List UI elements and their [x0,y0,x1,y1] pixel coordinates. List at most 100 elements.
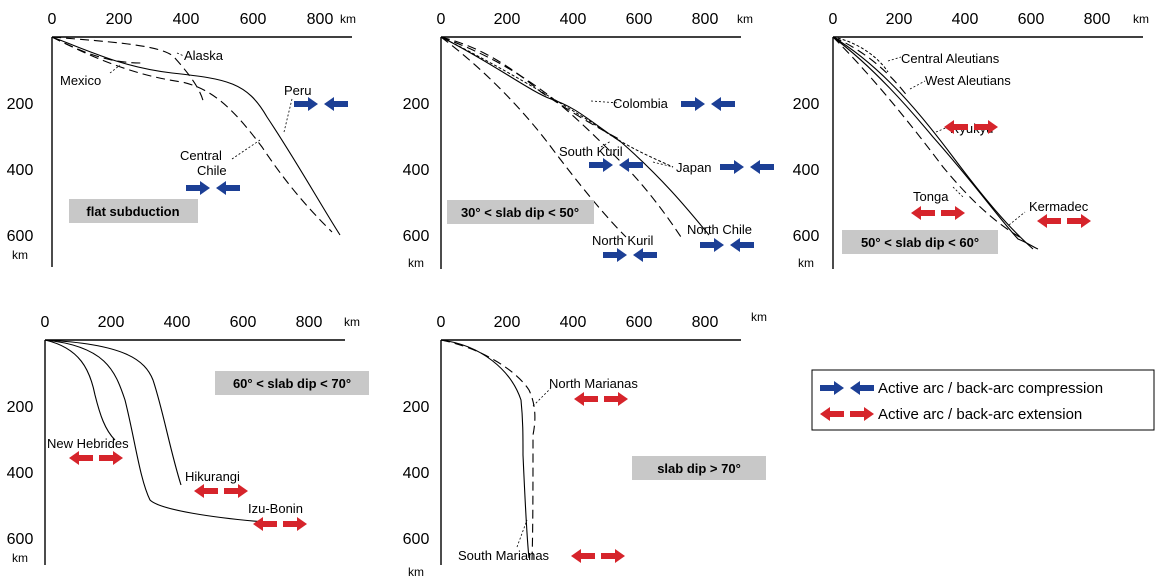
category-label: 60° < slab dip < 70° [233,376,351,391]
category-badge-bg [632,456,766,480]
arrow-pair-kermadec [1037,214,1091,228]
category-label: flat subduction [86,204,179,219]
x-tick-800: 800 [307,11,334,28]
arrow-pair-tonga [911,206,965,220]
slab-south-marianas [440,339,530,559]
y-unit: km [408,256,424,270]
y-tick-400: 400 [7,162,34,179]
arrow-pair-north-marianas [574,392,628,406]
label-colombia: Colombia [613,96,669,111]
slab-central-aleutians [832,36,889,73]
compression-arrow-right [619,158,643,172]
label-new-hebrides: New Hebrides [47,436,129,451]
compression-arrow-left [700,238,724,252]
arrow-pair-ryukyu [944,120,998,134]
legend: Active arc / back-arc compression Active… [811,369,1155,431]
slab-mexico [51,36,143,64]
compression-arrow-right [730,238,754,252]
x-tick-200: 200 [494,314,521,331]
x-tick-600: 600 [230,314,257,331]
x-tick-600: 600 [240,11,267,28]
label-central-chile-1: Central Chile [180,148,227,178]
arrow-pair-izu-bonin [253,517,307,531]
arrow-pair-hikurangi [194,484,248,498]
panel-flat-subduction: 0 200 400 600 800 km 200 400 600 km Alas… [7,11,356,267]
label-central-aleutians: Central Aleutians [901,51,1000,66]
arrow-pair-new-hebrides [69,451,123,465]
extension-arrow-left [1037,214,1061,228]
x-unit: km [340,12,356,26]
extension-arrow-left [820,407,844,421]
x-tick-0: 0 [437,11,446,28]
y-tick-600: 600 [403,531,430,548]
extension-arrow-left [69,451,93,465]
y-tick-400: 400 [793,162,820,179]
category-badge-bg [215,371,369,395]
slab-north-chile [440,36,710,236]
arrow-pair-north-chile [700,238,754,252]
x-tick-200: 200 [494,11,521,28]
x-unit: km [1133,12,1149,26]
arrow-pair-colombia [681,97,735,111]
compression-arrow-left [589,158,613,172]
arrow-pair-south-marianas [571,549,625,563]
label-japan: Japan [676,160,711,175]
compression-arrow-left [186,181,210,195]
category-label: slab dip > 70° [657,461,741,476]
x-tick-200: 200 [886,11,913,28]
label-north-marianas: North Marianas [549,376,638,391]
x-tick-400: 400 [952,11,979,28]
x-tick-800: 800 [692,11,719,28]
label-west-aleutians: West Aleutians [925,73,1011,88]
extension-arrow-right [1067,214,1091,228]
compression-arrow-left [820,381,844,395]
compression-arrow-left [603,248,627,262]
category-badge-bg [69,199,198,223]
extension-arrow-right [283,517,307,531]
category-badge-bg [842,230,998,254]
legend-extension-swatch [820,407,874,421]
compression-arrow-right [850,381,874,395]
slab-north-marianas [440,339,536,561]
x-tick-600: 600 [626,314,653,331]
arrow-pair-south-kuril [589,158,643,172]
y-tick-200: 200 [7,96,34,113]
label-north-chile: North Chile [687,222,752,237]
y-tick-600: 600 [793,228,820,245]
x-unit: km [344,315,360,329]
panel-over-70: 0 200 400 600 800 km 200 400 600 km Nort… [403,310,767,579]
y-tick-400: 400 [403,465,430,482]
extension-arrow-left [253,517,277,531]
x-tick-400: 400 [164,314,191,331]
compression-arrow-left [681,97,705,111]
slab-new-hebrides [44,339,116,441]
y-unit: km [12,551,28,565]
compression-arrow-left [720,160,744,174]
label-hikurangi: Hikurangi [185,469,240,484]
compression-arrow-left [294,97,318,111]
x-tick-200: 200 [106,11,133,28]
label-peru: Peru [284,83,311,98]
label-kermadec: Kermadec [1029,199,1089,214]
slab-izu-bonin [44,339,266,523]
y-tick-200: 200 [403,96,430,113]
extension-arrow-left [194,484,218,498]
y-unit: km [12,248,28,262]
legend-extension-label: Active arc / back-arc extension [878,406,1082,423]
y-unit: km [408,565,424,579]
label-izu-bonin: Izu-Bonin [248,501,303,516]
arrow-pair-central-chile [186,181,240,195]
panel-60-70: 0 200 400 600 800 km 200 400 600 km New … [7,314,369,565]
label-south-kuril: South Kuril [559,144,623,159]
y-tick-200: 200 [403,399,430,416]
panel-50-60: 0 200 400 600 800 km 200 400 600 km Cent… [793,11,1149,270]
x-tick-0: 0 [41,314,50,331]
y-unit: km [798,256,814,270]
extension-arrow-left [574,392,598,406]
x-tick-800: 800 [1084,11,1111,28]
extension-arrow-right [850,407,874,421]
legend-compression-label: Active arc / back-arc compression [878,380,1103,397]
slab-alaska [51,36,205,106]
compression-arrow-right [633,248,657,262]
slab-japan [440,36,674,168]
